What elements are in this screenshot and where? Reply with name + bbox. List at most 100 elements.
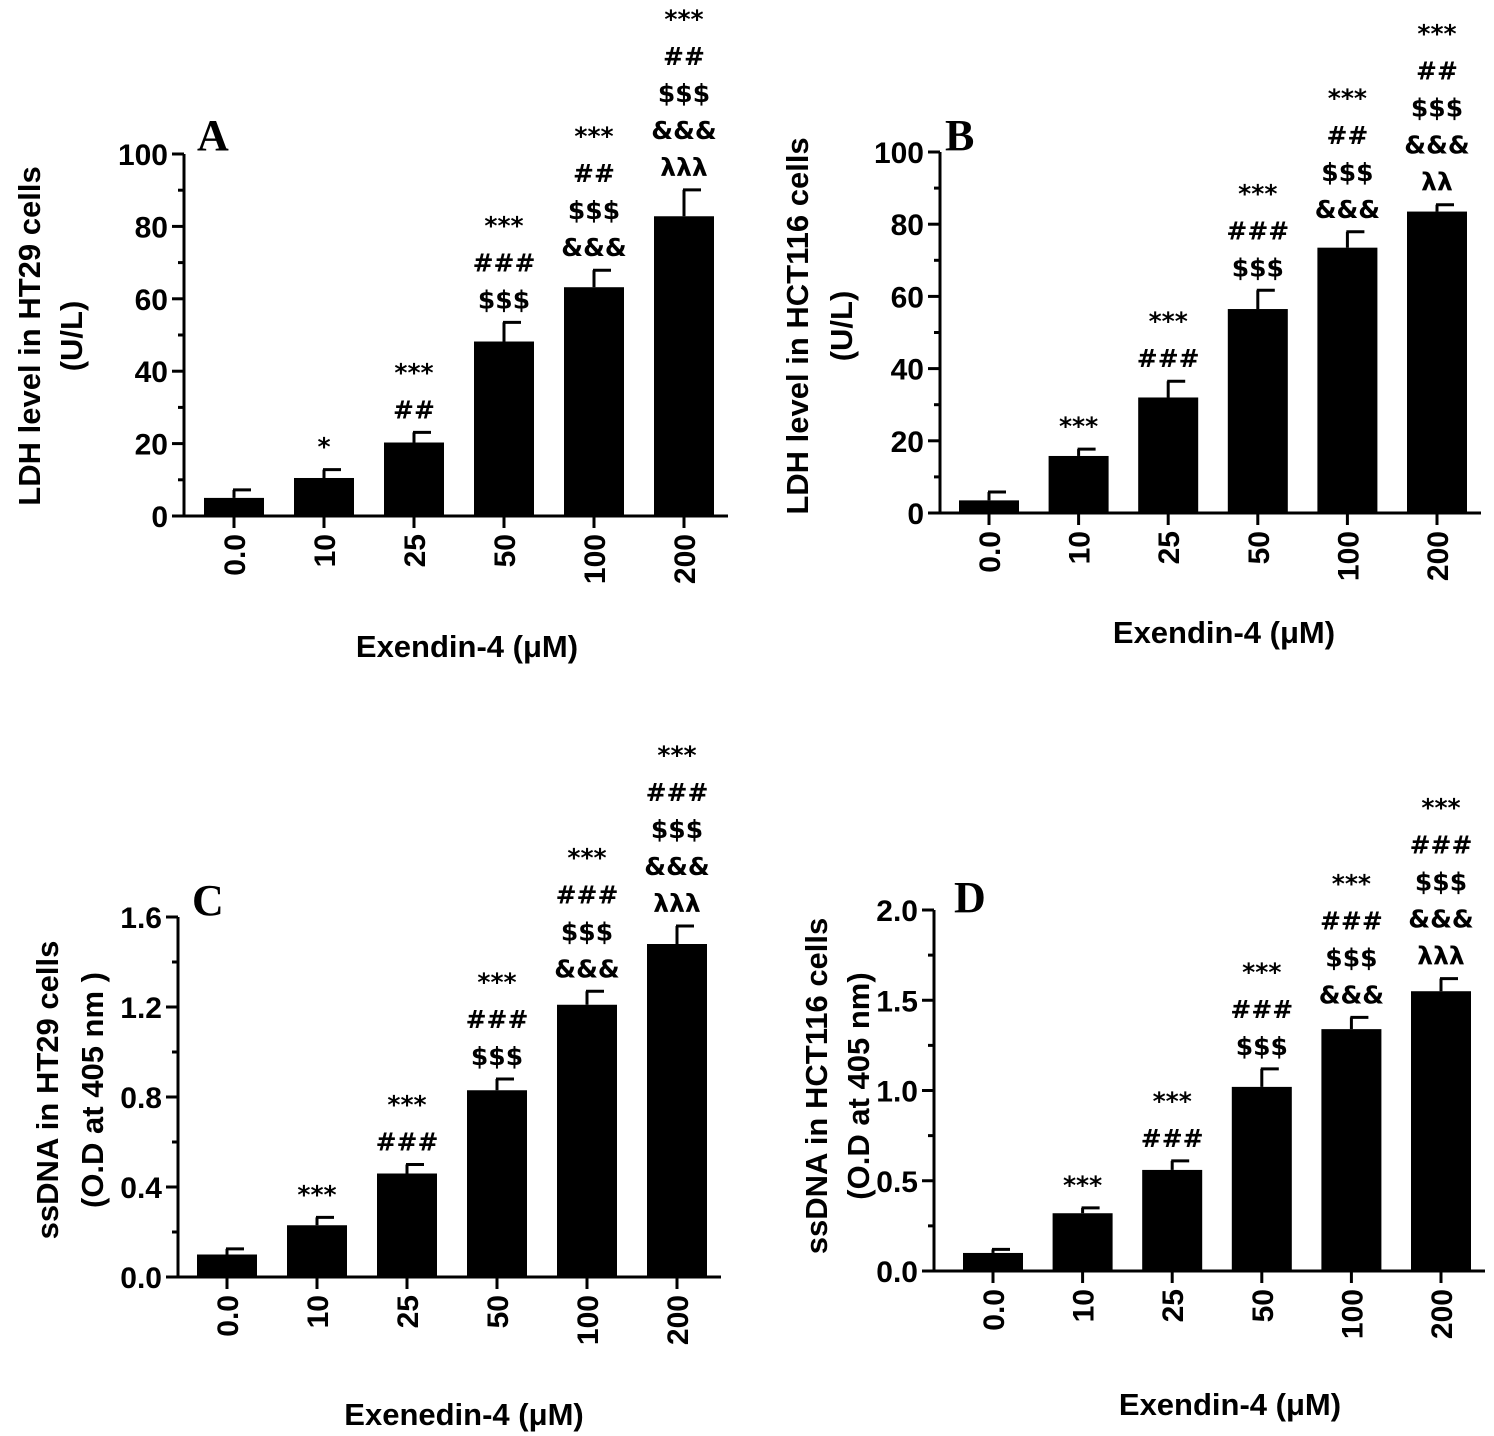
panel-a-significance-marker: ## bbox=[573, 159, 615, 188]
panel-c-bar bbox=[197, 1254, 257, 1277]
panel-a-letter: A bbox=[197, 111, 229, 160]
panel-b-y-tick-label: 60 bbox=[891, 281, 924, 314]
panel-b-significance-marker: $$$ bbox=[1321, 158, 1373, 187]
panel-b-bar bbox=[1048, 455, 1109, 513]
panel-c-significance-marker: ### bbox=[646, 778, 709, 807]
panel-d-significance-marker: λλλ bbox=[1417, 942, 1465, 971]
panel-d-significance-marker: *** bbox=[1063, 1171, 1102, 1200]
panel-a-bar bbox=[564, 287, 624, 516]
panel-c-x-tick-label: 200 bbox=[662, 1295, 695, 1345]
panel-c-significance-marker: &&& bbox=[554, 954, 619, 983]
panel-d-x-axis-title: Exendin-4 (μM) bbox=[1119, 1387, 1341, 1422]
panel-c-bar bbox=[647, 944, 707, 1277]
panel-d-significance-marker: *** bbox=[1332, 869, 1371, 898]
panel-c-x-tick-label: 25 bbox=[392, 1295, 425, 1328]
panel-c-significance-marker: $$$ bbox=[561, 917, 613, 946]
panel-b-significance-marker: *** bbox=[1238, 179, 1277, 208]
panel-c-significance-marker: ### bbox=[466, 1005, 529, 1034]
panel-d-bar bbox=[1231, 1086, 1292, 1271]
panel-b-y-tick-label: 20 bbox=[891, 426, 924, 459]
panel-a-significance-marker: *** bbox=[484, 211, 523, 240]
panel-b-significance-marker: *** bbox=[1059, 412, 1098, 441]
panel-b-significance-marker: *** bbox=[1328, 84, 1367, 113]
panel-b-x-tick-label: 0.0 bbox=[974, 531, 1007, 573]
panel-b-y-axis-title: LDH level in HCT116 cells bbox=[780, 137, 815, 514]
panel-d-bar bbox=[1052, 1213, 1113, 1271]
panel-a-significance-marker: ### bbox=[473, 248, 536, 277]
panel-b-x-tick-label: 200 bbox=[1422, 531, 1455, 581]
panel-a-significance-marker: ## bbox=[393, 395, 435, 424]
panel-c-significance-marker: ### bbox=[556, 880, 619, 909]
panel-c-y-tick-label: 0.8 bbox=[120, 1082, 162, 1115]
panel-d-significance-marker: &&& bbox=[1319, 980, 1384, 1009]
panel-a-x-tick-label: 10 bbox=[309, 534, 342, 567]
panel-d-significance-marker: ### bbox=[1320, 906, 1383, 935]
panel-d-significance-marker: ### bbox=[1410, 831, 1473, 860]
panel-d-y-axis-unit: (O.D at 405 nm) bbox=[841, 972, 876, 1199]
panel-b-x-tick-label: 50 bbox=[1243, 531, 1276, 564]
panel-b-y-tick-label: 100 bbox=[874, 137, 924, 170]
panel-d-significance-marker: &&& bbox=[1408, 905, 1473, 934]
panel-d-significance-marker: *** bbox=[1242, 958, 1281, 987]
panel-d-y-tick-label: 0.0 bbox=[876, 1256, 918, 1289]
panel-d-significance-marker: $$$ bbox=[1415, 868, 1467, 897]
panel-b-x-tick-label: 100 bbox=[1332, 531, 1365, 581]
panel-b-significance-marker: λλ bbox=[1421, 168, 1453, 197]
panel-c-x-tick-label: 100 bbox=[572, 1295, 605, 1345]
panel-a-significance-marker: $$$ bbox=[568, 196, 620, 225]
panel-c-x-tick-label: 50 bbox=[482, 1295, 515, 1328]
panel-b-bar bbox=[1227, 309, 1288, 513]
panel-c-x-tick-label: 10 bbox=[302, 1295, 335, 1328]
panel-b-bar bbox=[1317, 247, 1378, 514]
panel-a-x-axis-title: Exendin-4 (μM) bbox=[356, 629, 578, 664]
panel-c-letter: C bbox=[192, 876, 224, 925]
panel-a-y-axis-unit: (U/L) bbox=[54, 301, 89, 372]
panel-a-x-tick-label: 0.0 bbox=[219, 534, 252, 576]
panel-c-bar bbox=[467, 1090, 527, 1277]
panel-b-significance-marker: ### bbox=[1226, 216, 1289, 245]
panel-c-y-tick-label: 1.2 bbox=[120, 992, 162, 1025]
panel-c-y-tick-label: 0.4 bbox=[120, 1172, 162, 1205]
panel-c-significance-marker: *** bbox=[477, 968, 516, 997]
panel-d-x-tick-label: 50 bbox=[1247, 1289, 1280, 1322]
panel-a-bar bbox=[474, 341, 534, 516]
panel-a-significance-marker: *** bbox=[394, 358, 433, 387]
panel-b-significance-marker: &&& bbox=[1315, 195, 1380, 224]
panel-d-bar bbox=[1321, 1029, 1382, 1271]
panel-a-y-tick-label: 0 bbox=[151, 501, 168, 534]
panel-b: 0 20 40 60 80 100 0.0 10 *** 25 *** ### 50 *** ### $$$ 1… bbox=[780, 20, 1481, 650]
panel-c-significance-marker: $$$ bbox=[651, 815, 703, 844]
panel-a-y-tick-label: 60 bbox=[135, 284, 168, 317]
panel-b-significance-marker: *** bbox=[1149, 307, 1188, 336]
panel-a-x-tick-label: 200 bbox=[669, 534, 702, 584]
panel-b-letter: B bbox=[945, 111, 974, 160]
panel-c-significance-marker: *** bbox=[657, 741, 696, 770]
panel-a-significance-marker: &&& bbox=[561, 233, 626, 262]
panel-c-x-axis-title: Exenedin-4 (μM) bbox=[344, 1397, 583, 1432]
panel-a-significance-marker: $$$ bbox=[478, 285, 530, 314]
panel-a-significance-marker: &&& bbox=[651, 116, 716, 145]
panel-d-letter: D bbox=[954, 873, 986, 922]
panel-c-significance-marker: &&& bbox=[644, 852, 709, 881]
panel-d-x-tick-label: 100 bbox=[1336, 1289, 1369, 1339]
panel-d-significance-marker: ### bbox=[1230, 995, 1293, 1024]
panel-c-significance-marker: *** bbox=[567, 843, 606, 872]
panel-a-x-tick-label: 100 bbox=[579, 534, 612, 584]
panel-c: 0.0 0.4 0.8 1.2 1.6 0.0 10 *** 25 *** ### 50 *** ### $… bbox=[30, 741, 721, 1432]
panel-d-bar bbox=[1411, 991, 1471, 1271]
panel-d-significance-marker: ### bbox=[1141, 1124, 1204, 1153]
panel-c-y-axis-unit: (O.D at 405 nm ) bbox=[75, 972, 110, 1208]
panel-a-significance-marker: $$$ bbox=[658, 79, 710, 108]
panel-a-y-tick-label: 40 bbox=[135, 356, 168, 389]
panel-b-x-axis-title: Exendin-4 (μM) bbox=[1113, 615, 1335, 650]
panel-c-significance-marker: λλλ bbox=[653, 889, 701, 918]
panel-d-y-tick-label: 2.0 bbox=[876, 895, 918, 928]
panel-a-bar bbox=[294, 477, 354, 516]
panel-b-y-axis-unit: (U/L) bbox=[824, 291, 859, 362]
panel-d-y-tick-label: 1.0 bbox=[876, 1076, 918, 1109]
panel-c-significance-marker: *** bbox=[297, 1180, 336, 1209]
panel-a-y-tick-label: 100 bbox=[118, 139, 168, 172]
panel-a-y-axis-title: LDH level in HT29 cells bbox=[12, 166, 47, 505]
panel-d-y-axis-title: ssDNA in HCT116 cells bbox=[799, 918, 834, 1255]
panel-b-x-tick-label: 10 bbox=[1064, 531, 1097, 564]
